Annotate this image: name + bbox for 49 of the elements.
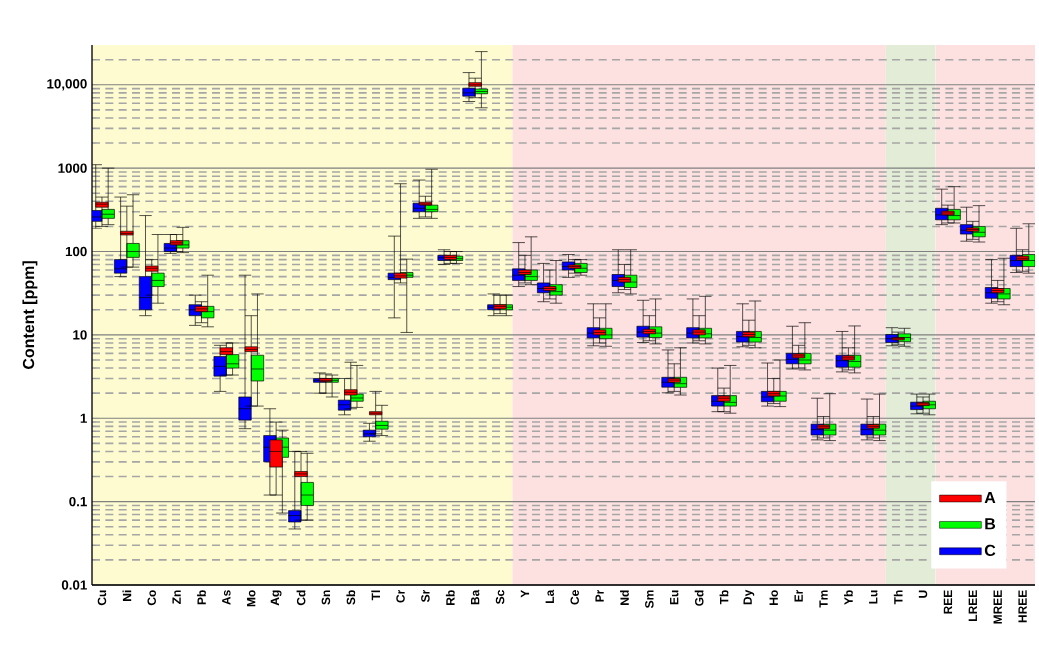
x-tick-label: Tb bbox=[719, 590, 729, 605]
x-tick-label: La bbox=[545, 589, 555, 603]
x-tick-label: Zn bbox=[172, 590, 181, 605]
x-tick-label: Yb bbox=[843, 590, 853, 605]
y-tick-label: 0.1 bbox=[69, 496, 87, 507]
x-tick-label: Tm bbox=[819, 590, 828, 608]
x-tick-label: Sr bbox=[421, 589, 430, 603]
x-tick-label: Cu bbox=[97, 590, 107, 606]
x-tick-label: Pb bbox=[197, 590, 206, 605]
x-tick-label: Tl bbox=[371, 590, 380, 601]
x-tick-label: Mo bbox=[247, 590, 256, 607]
y-tick-label: 100 bbox=[65, 246, 87, 257]
x-tick-label: Sc bbox=[495, 590, 505, 605]
x-tick-label: Ag bbox=[270, 590, 282, 606]
x-tick-label: Eu bbox=[670, 590, 679, 605]
x-tick-label: Dy bbox=[743, 589, 755, 605]
x-tick-label: Rb bbox=[445, 590, 455, 605]
y-tick-label: 0.01 bbox=[61, 580, 87, 590]
x-tick-label: Ce bbox=[570, 590, 579, 605]
x-tick-label: Cr bbox=[396, 589, 405, 603]
legend-label: C bbox=[984, 544, 996, 557]
legend-label: A bbox=[984, 492, 996, 504]
x-tick-label: Pr bbox=[595, 589, 604, 602]
x-tick-label: Sm bbox=[645, 590, 654, 609]
y-axis-title: Content [ppm] bbox=[22, 261, 38, 370]
x-tick-label: U bbox=[918, 590, 928, 598]
legend-label: B bbox=[985, 518, 996, 530]
x-tick-label: MREE bbox=[993, 590, 1002, 624]
x-tick-label: Y bbox=[520, 589, 530, 598]
x-tick-label: Er bbox=[794, 589, 803, 602]
y-tick-label: 1000 bbox=[58, 163, 87, 173]
x-tick-label: Ni bbox=[122, 590, 132, 601]
y-tick-label: 1 bbox=[80, 413, 87, 423]
x-tick-label: Ho bbox=[769, 590, 778, 605]
x-tick-label: Th bbox=[893, 590, 903, 605]
x-tick-label: Cd bbox=[296, 590, 306, 606]
x-tick-label: Sb bbox=[346, 590, 356, 605]
x-tick-label: Sn bbox=[321, 590, 331, 605]
x-tick-label: As bbox=[222, 590, 231, 605]
x-tick-label: Nd bbox=[620, 590, 629, 605]
x-tick-label: Co bbox=[147, 590, 156, 606]
x-tick-label: Lu bbox=[869, 590, 878, 604]
x-tick-label: REE bbox=[943, 590, 953, 614]
x-tick-label: LREE bbox=[968, 590, 977, 621]
x-tick-label: HREE bbox=[1018, 590, 1027, 623]
x-tick-label: Ba bbox=[470, 589, 480, 605]
y-tick-label: 10 bbox=[73, 330, 87, 340]
y-tick-label: 10,000 bbox=[47, 79, 87, 91]
x-tick-label: Gd bbox=[694, 590, 704, 606]
